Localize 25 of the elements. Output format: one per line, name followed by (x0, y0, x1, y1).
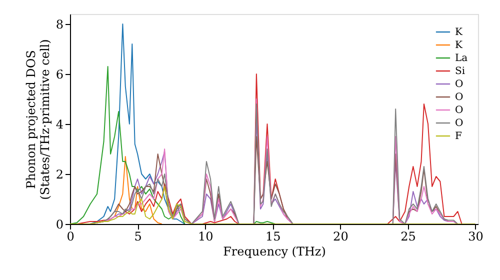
x-axis-title: Frequency (THz) (223, 244, 326, 258)
legend-label: F (455, 131, 462, 142)
line-series (70, 186, 476, 224)
legend-label: O (455, 118, 464, 129)
legend-label: K (455, 40, 463, 51)
x-tick-label: 0 (66, 230, 74, 244)
legend-label: K (455, 27, 463, 38)
line-series (90, 24, 186, 224)
y-axis-title: Phonon projected DOS (States/THz·primitive cell) (24, 39, 52, 200)
y-tick-label: 4 (56, 118, 64, 132)
legend-label: O (455, 79, 464, 90)
x-tick-label: 5 (134, 230, 142, 244)
y-tick-label: 8 (56, 18, 64, 32)
x-tick-label: 10 (198, 230, 214, 244)
y-tick-label: 0 (56, 218, 64, 232)
y-tick-label: 2 (56, 168, 64, 182)
legend-label: O (455, 105, 464, 116)
x-tick-label: 30 (468, 230, 484, 244)
y-tick-label: 6 (56, 68, 64, 82)
legend-label: Si (455, 66, 466, 77)
legend-label: La (455, 53, 468, 64)
x-tick-label: 15 (266, 230, 281, 244)
x-tick-label: 20 (333, 230, 348, 244)
legend-label: O (455, 92, 464, 103)
x-tick-label: 25 (400, 230, 416, 244)
